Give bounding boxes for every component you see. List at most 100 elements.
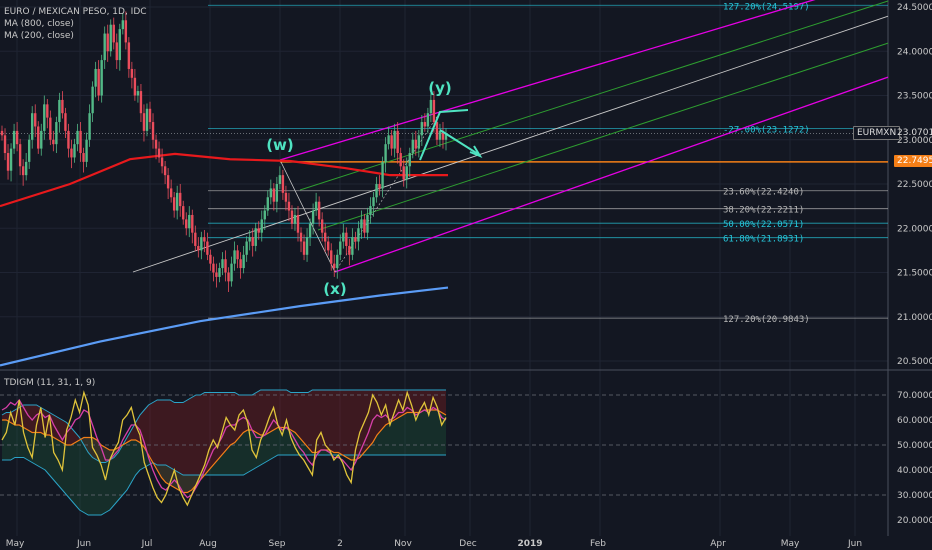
candle-body [342, 232, 345, 242]
candle-body [239, 259, 242, 269]
candle-body [432, 99, 436, 123]
candle-body [127, 42, 131, 69]
candle-body [372, 197, 375, 207]
wave-label: (x) [323, 280, 346, 298]
candle-body [82, 153, 85, 162]
candle-body [411, 139, 414, 154]
rsi-line [1, 390, 447, 507]
candle-body [366, 214, 369, 233]
candle-body [67, 130, 70, 149]
projection-arrow [439, 129, 479, 155]
time-axis-label: Jul [141, 539, 153, 549]
candle-body [396, 130, 399, 154]
fib-label: -27.00%(23.1272) [723, 125, 810, 135]
candle-body [76, 130, 79, 145]
candle-body [429, 99, 433, 114]
candle-body [248, 237, 251, 242]
ma200-legend[interactable]: MA (200, close) [4, 31, 74, 41]
fib-label: 127.20%(24.5197) [723, 2, 810, 12]
price-axis[interactable]: 24.5000 24.0000 23.5000 23.0000 22.5000 22.00… [897, 3, 932, 526]
candle-body [345, 232, 348, 246]
last-price: 23.0701 [897, 128, 932, 138]
candle-body [327, 241, 330, 251]
candle-body [49, 117, 52, 140]
time-axis-label: 2 [337, 539, 343, 549]
symbol-title[interactable]: EURO / MEXICAN PESO, 1D, IDC [4, 7, 147, 17]
indicator-axis-label: 40.0000 [897, 466, 932, 476]
candle-body [363, 219, 366, 233]
level-price: 22.7495 [897, 156, 932, 166]
pitchfork-layer [132, 0, 889, 273]
candle-body [194, 232, 197, 246]
ma800-legend[interactable]: MA (800, close) [4, 19, 74, 29]
candle-body [188, 214, 191, 229]
indicator-axis-label: 50.0000 [897, 441, 932, 451]
candle-body [272, 188, 276, 202]
candle-body [393, 130, 396, 149]
time-axis[interactable]: May Jun Jul Aug Sep 2 Nov Dec 2019 Feb Apr May Jun [6, 539, 862, 549]
candle-body [224, 259, 227, 273]
candle-body [278, 175, 282, 184]
candle-body [154, 139, 158, 149]
candle-body [139, 91, 143, 114]
candle-body [245, 241, 248, 255]
time-axis-label: Sep [269, 539, 286, 549]
candle-body [290, 210, 294, 224]
indicator-title[interactable]: TDIGM (11, 31, 1, 9) [4, 378, 96, 388]
candle-body [281, 175, 285, 193]
candle-body [37, 126, 40, 149]
candle-body [209, 254, 212, 264]
wave-label: (w) [266, 136, 294, 154]
candle-body [384, 144, 387, 162]
candle-body [390, 135, 393, 149]
price-axis-label: 20.5000 [897, 357, 932, 367]
candle-body [302, 241, 306, 255]
candle-body [118, 29, 121, 61]
candle-body [40, 130, 43, 149]
candle-body [163, 166, 167, 176]
candle-body [169, 188, 173, 198]
candle-body [115, 42, 118, 61]
candle-body [348, 245, 351, 255]
price-axis-label: 21.5000 [897, 269, 932, 279]
candle-body [148, 108, 152, 123]
candle-body [0, 130, 4, 136]
candle-body [64, 113, 67, 131]
candle-body [336, 254, 339, 269]
candle-body [55, 122, 58, 145]
candle-body [160, 157, 164, 167]
candle-body [311, 210, 315, 224]
time-axis-label: 2019 [517, 539, 542, 549]
candle-body [31, 113, 34, 140]
candle-body [70, 148, 73, 158]
price-axis-label: 21.0000 [897, 313, 932, 323]
candle-body [236, 250, 239, 260]
candle-body [423, 122, 427, 127]
candle-body [6, 153, 10, 171]
indicator-axis-label: 20.0000 [897, 516, 932, 526]
candle-body [339, 241, 342, 255]
candle-body [136, 91, 140, 96]
candle-body [227, 272, 230, 282]
candle-body [15, 130, 19, 145]
candle-body [133, 77, 137, 96]
candle-body [100, 60, 103, 96]
candle-body [109, 24, 112, 52]
price-axis-label: 24.0000 [897, 47, 932, 57]
candle-body [378, 184, 381, 189]
candle-body [254, 228, 257, 246]
candle-body [43, 104, 46, 131]
candle-body [46, 104, 49, 118]
candle-body [263, 210, 266, 220]
upper-band-fill [2, 390, 446, 493]
time-axis-label: May [6, 539, 25, 549]
pitchfork-lower [334, 76, 889, 273]
candle-body [269, 188, 273, 198]
candle-body [251, 237, 254, 246]
price-axis-label: 23.5000 [897, 92, 932, 102]
candle-body [426, 113, 430, 127]
candle-body [218, 268, 221, 277]
time-axis-label: Feb [590, 539, 606, 549]
candle-body [354, 237, 357, 242]
